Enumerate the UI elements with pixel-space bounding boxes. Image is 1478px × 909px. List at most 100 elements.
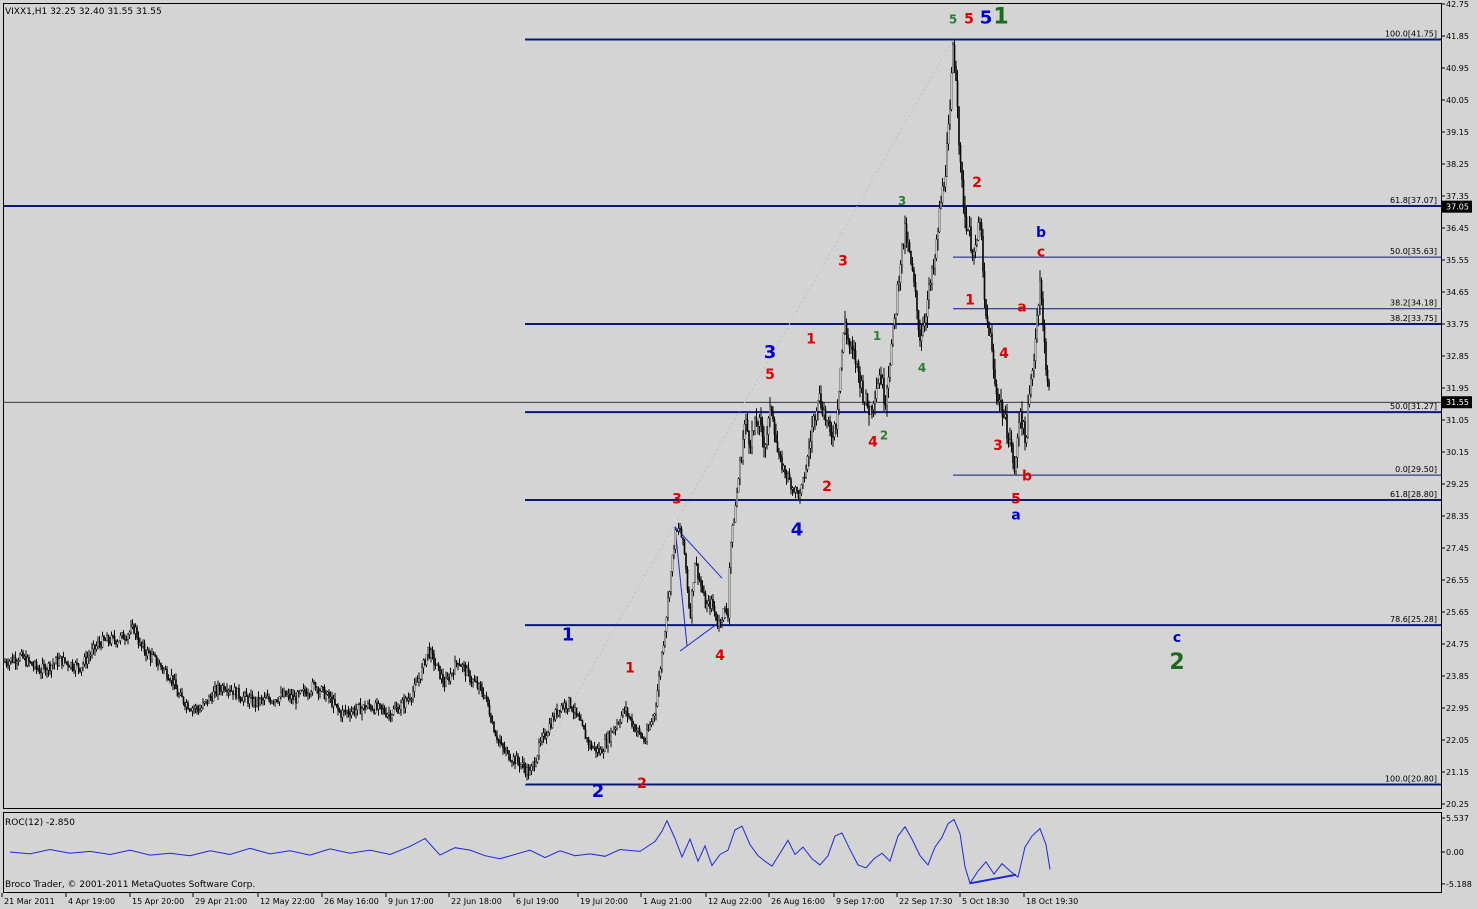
candle-body bbox=[758, 417, 761, 427]
candle-body bbox=[827, 420, 830, 422]
candle-body bbox=[391, 714, 393, 719]
candle-body bbox=[638, 728, 641, 733]
candle-body bbox=[340, 711, 342, 718]
candle-body bbox=[344, 710, 347, 713]
candle-body bbox=[473, 679, 476, 682]
candle-body bbox=[832, 436, 834, 438]
candle-body bbox=[811, 426, 813, 442]
candle-body bbox=[538, 742, 540, 756]
candle-body bbox=[850, 345, 852, 348]
candle-body bbox=[398, 709, 401, 714]
candle-body bbox=[296, 691, 299, 704]
candle-body bbox=[860, 380, 863, 389]
candle-body bbox=[671, 554, 674, 572]
candle-body bbox=[224, 689, 227, 691]
candle-body bbox=[115, 640, 117, 645]
price-tick-label-12: 31.95 bbox=[1446, 384, 1469, 393]
candle-body bbox=[476, 681, 479, 689]
candle-body bbox=[64, 657, 66, 663]
candle-body bbox=[931, 267, 933, 284]
candle-body bbox=[32, 665, 35, 668]
candle-body bbox=[533, 762, 536, 767]
candle-body bbox=[283, 690, 285, 697]
candle-body bbox=[700, 579, 702, 587]
candle-body bbox=[880, 374, 882, 385]
candle-body bbox=[461, 664, 464, 667]
candle-body bbox=[820, 393, 822, 408]
candle-body bbox=[566, 708, 569, 710]
candle-body bbox=[608, 733, 611, 742]
candle-body bbox=[961, 161, 963, 180]
candle-body bbox=[394, 707, 396, 710]
candle-body bbox=[160, 663, 162, 668]
candle-body bbox=[262, 698, 264, 701]
candle-body bbox=[787, 473, 789, 479]
candle-body bbox=[1028, 393, 1031, 405]
candle-body bbox=[484, 695, 486, 699]
candle-body bbox=[551, 716, 554, 728]
candle-body bbox=[8, 660, 11, 666]
candle-body bbox=[611, 730, 614, 733]
candle-body bbox=[562, 705, 564, 709]
candle-body bbox=[770, 406, 773, 412]
candle-body bbox=[19, 654, 21, 661]
candle-body bbox=[866, 393, 869, 407]
candle-body bbox=[833, 423, 836, 437]
candle-body bbox=[424, 659, 426, 666]
candle-body bbox=[299, 690, 302, 694]
candle-body bbox=[688, 589, 690, 608]
time-tick-label-6: 9 Jun 17:00 bbox=[388, 897, 434, 906]
wave-label-16: 5 bbox=[765, 367, 775, 383]
candle-body bbox=[275, 699, 278, 702]
wave-label-15: 4 bbox=[918, 361, 926, 375]
candle-body bbox=[230, 690, 233, 692]
candle-body bbox=[122, 632, 125, 640]
candle-body bbox=[554, 709, 557, 720]
candle-body bbox=[992, 349, 995, 370]
candle-body bbox=[73, 668, 75, 671]
candle-body bbox=[569, 697, 572, 708]
candle-body bbox=[1031, 370, 1034, 380]
candle-body bbox=[988, 321, 990, 336]
candle-body bbox=[796, 487, 798, 491]
candle-body bbox=[349, 713, 351, 716]
candle-body bbox=[139, 642, 141, 645]
candle-body bbox=[812, 415, 815, 427]
wave-label-21: 2 bbox=[822, 479, 832, 495]
roc-title: ROC(12) -2.850 bbox=[5, 818, 75, 828]
candle-body bbox=[941, 185, 944, 203]
candle-body bbox=[100, 643, 102, 648]
candle-body bbox=[718, 620, 720, 627]
candle-body bbox=[799, 492, 801, 499]
candle-body bbox=[253, 698, 255, 706]
candle-body bbox=[215, 686, 218, 695]
candle-body bbox=[74, 662, 77, 671]
candle-body bbox=[266, 696, 269, 699]
roc-pane[interactable]: ROC(12) -2.850 Broco Trader, © 2001-2011… bbox=[5, 818, 1051, 890]
candle-body bbox=[179, 692, 182, 696]
candle-body bbox=[238, 687, 240, 699]
candle-body bbox=[752, 430, 755, 432]
candle-body bbox=[845, 321, 848, 335]
candle-body bbox=[496, 735, 498, 740]
candle-body bbox=[928, 284, 930, 301]
candle-body bbox=[652, 715, 654, 722]
candle-body bbox=[991, 333, 993, 350]
candle-body bbox=[682, 537, 684, 541]
candle-body bbox=[446, 677, 449, 679]
candle-body bbox=[172, 675, 174, 685]
candle-body bbox=[548, 723, 551, 733]
time-tick-label-13: 9 Sep 17:00 bbox=[836, 897, 884, 906]
price-tick-label-1: 41.85 bbox=[1446, 32, 1469, 41]
candle-body bbox=[194, 706, 197, 709]
candle-body bbox=[76, 662, 78, 664]
wave-label-6: b bbox=[1036, 225, 1046, 241]
candle-body bbox=[217, 685, 219, 695]
candle-body bbox=[92, 644, 95, 650]
candle-body bbox=[922, 325, 924, 336]
candle-body bbox=[415, 682, 417, 685]
candle-body bbox=[103, 635, 105, 640]
candle-body bbox=[488, 705, 491, 716]
